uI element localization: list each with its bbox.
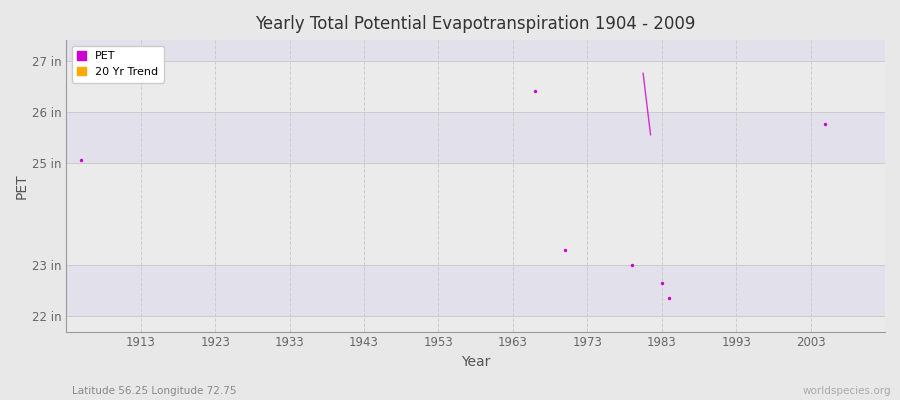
- X-axis label: Year: Year: [461, 355, 491, 369]
- Point: [625, 262, 639, 268]
- Bar: [67, 40, 885, 60]
- Bar: [67, 316, 885, 332]
- Point: [74, 157, 88, 164]
- Point: [528, 88, 543, 94]
- Text: Latitude 56.25 Longitude 72.75: Latitude 56.25 Longitude 72.75: [72, 386, 237, 396]
- Text: worldspecies.org: worldspecies.org: [803, 386, 891, 396]
- Bar: [67, 163, 885, 265]
- Point: [558, 246, 572, 253]
- Bar: [67, 265, 885, 316]
- Y-axis label: PET: PET: [15, 173, 29, 199]
- Point: [818, 121, 832, 128]
- Title: Yearly Total Potential Evapotranspiration 1904 - 2009: Yearly Total Potential Evapotranspiratio…: [256, 15, 696, 33]
- Point: [662, 295, 677, 302]
- Bar: [67, 60, 885, 112]
- Legend: PET, 20 Yr Trend: PET, 20 Yr Trend: [72, 46, 164, 82]
- Point: [654, 280, 669, 286]
- Bar: [67, 112, 885, 163]
